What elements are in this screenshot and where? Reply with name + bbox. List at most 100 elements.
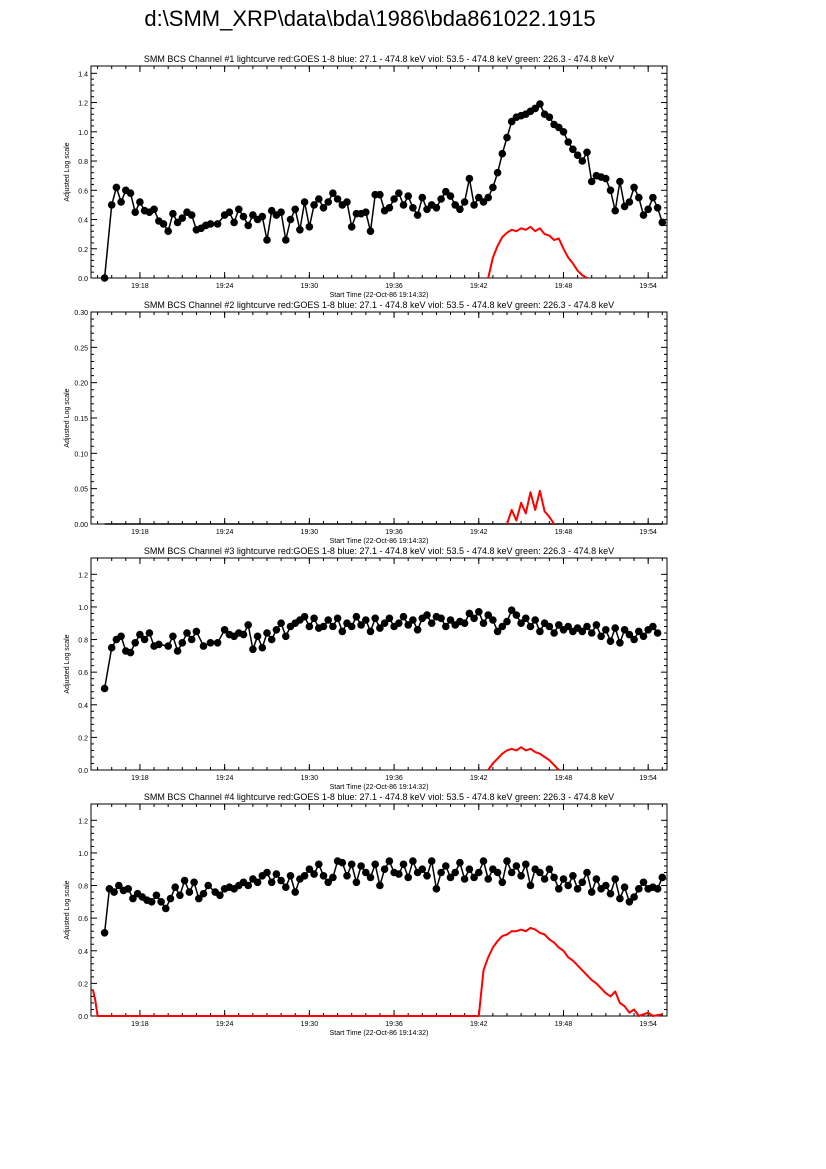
data-point-ch3-87 [526,622,535,631]
x-tick-label-2: 19:48 [555,529,573,536]
data-point-ch4-14 [166,894,175,903]
data-point-ch4-11 [152,891,161,900]
data-point-ch4-20 [195,894,203,903]
data-point-ch3-45 [329,622,337,631]
data-point-ch3-62 [409,616,417,624]
data-point-ch3-80 [493,627,502,636]
data-point-ch1-32 [258,212,267,221]
data-point-ch4-52 [347,860,356,869]
data-point-ch4-40 [291,888,300,896]
data-point-ch4-93 [540,875,549,883]
data-point-ch4-94 [545,865,554,873]
x-tick-label-1: 19:30 [301,283,319,290]
data-point-ch1-91 [536,100,544,108]
data-point-ch4-102 [583,868,591,877]
data-point-ch1-29 [244,221,252,230]
data-point-ch3-35 [282,632,290,641]
data-point-ch3-105 [611,624,619,632]
y-tick-label-2: 0.20 [74,381,88,388]
data-point-ch4-118 [658,873,667,882]
data-point-ch4-54 [357,862,365,870]
data-point-ch4-2 [110,888,118,896]
y-tick-label-1: 0.2 [78,247,88,254]
y-tick-label-1: 0.0 [78,276,88,283]
data-point-ch1-109 [620,202,629,211]
data-point-ch1-113 [639,211,648,219]
data-point-ch1-93 [545,113,554,121]
x-tick-label-4: 19:36 [385,1021,403,1028]
chart-title-2: SMM BCS Channel #2 lightcurve red:GOES 1… [144,300,614,310]
data-point-ch4-37 [277,876,285,885]
data-point-ch4-106 [602,881,610,890]
data-point-ch3-33 [272,626,281,634]
x-axis-label-1: Start Time (22-Oct-86 19:14:32) [330,292,429,299]
data-point-ch4-46 [319,872,328,880]
data-point-ch3-77 [479,619,488,627]
data-point-ch3-65 [423,611,431,619]
chart-title-3: SMM BCS Channel #3 lightcurve red:GOES 1… [144,546,614,556]
y-tick-label-1: 1.4 [78,71,88,78]
data-point-ch4-86 [507,868,516,877]
y-axis-label-4: Adjusted Log scale [64,880,71,939]
x-tick-label-1: 19:42 [470,283,488,290]
data-point-ch3-39 [300,612,309,621]
data-point-ch4-75 [456,858,464,867]
y-tick-label-4: 0.8 [78,884,88,891]
data-point-ch4-45 [315,860,323,869]
data-point-ch3-34 [277,619,285,627]
data-point-ch3-14 [173,647,182,655]
data-point-ch4-24 [216,891,224,900]
data-point-ch3-56 [380,619,389,627]
data-point-ch1-41 [300,198,309,206]
data-point-ch1-106 [606,186,615,195]
y-tick-label-4: 1.0 [78,851,88,858]
data-point-ch3-26 [239,630,248,639]
data-point-ch4-22 [204,881,212,890]
data-point-ch3-40 [305,622,314,631]
x-tick-label-2: 19:42 [470,529,488,536]
data-point-ch3-106 [616,639,624,647]
data-point-ch1-105 [602,174,610,183]
y-tick-label-4: 0.4 [78,949,88,956]
data-point-ch3-13 [169,632,177,641]
data-point-ch4-76 [460,875,469,883]
data-point-ch4-50 [338,858,347,867]
data-point-ch3-27 [244,621,252,629]
data-point-ch1-117 [658,218,667,227]
data-point-ch4-44 [310,870,318,878]
data-point-ch1-112 [635,193,643,202]
data-point-ch1-28 [239,212,248,221]
data-point-ch3-43 [319,622,328,631]
x-tick-label-4: 19:54 [639,1021,657,1028]
x-tick-label-4: 19:24 [216,1021,234,1028]
data-point-ch4-84 [498,878,507,887]
plot-frame-4 [90,803,668,1017]
data-point-ch4-63 [399,860,408,869]
data-point-ch1-107 [611,206,619,215]
data-point-ch4-17 [180,876,189,885]
data-point-ch1-25 [225,208,234,216]
data-point-ch3-63 [413,626,422,634]
data-point-ch4-110 [620,883,629,891]
plot-frame-1 [90,65,668,279]
data-point-ch1-98 [569,145,577,154]
x-tick-label-1: 19:24 [216,283,234,290]
data-point-ch4-13 [162,904,170,913]
data-point-ch4-117 [653,885,662,893]
data-point-ch4-72 [442,862,450,870]
data-point-ch4-104 [592,875,601,883]
data-point-ch3-19 [199,642,208,650]
y-tick-label-2: 0.15 [74,416,88,423]
y-tick-label-3: 1.0 [78,605,88,612]
data-point-ch4-112 [630,893,638,901]
data-point-ch1-69 [432,204,441,212]
data-point-ch3-8 [140,635,149,644]
data-point-ch3-52 [362,616,370,624]
data-point-ch4-51 [343,872,351,880]
data-point-ch3-50 [352,612,361,621]
data-point-ch4-113 [635,885,643,893]
data-point-ch4-100 [573,885,582,893]
data-point-ch3-107 [620,626,629,634]
x-tick-label-4: 19:48 [555,1021,573,1028]
data-point-ch3-88 [531,616,539,624]
